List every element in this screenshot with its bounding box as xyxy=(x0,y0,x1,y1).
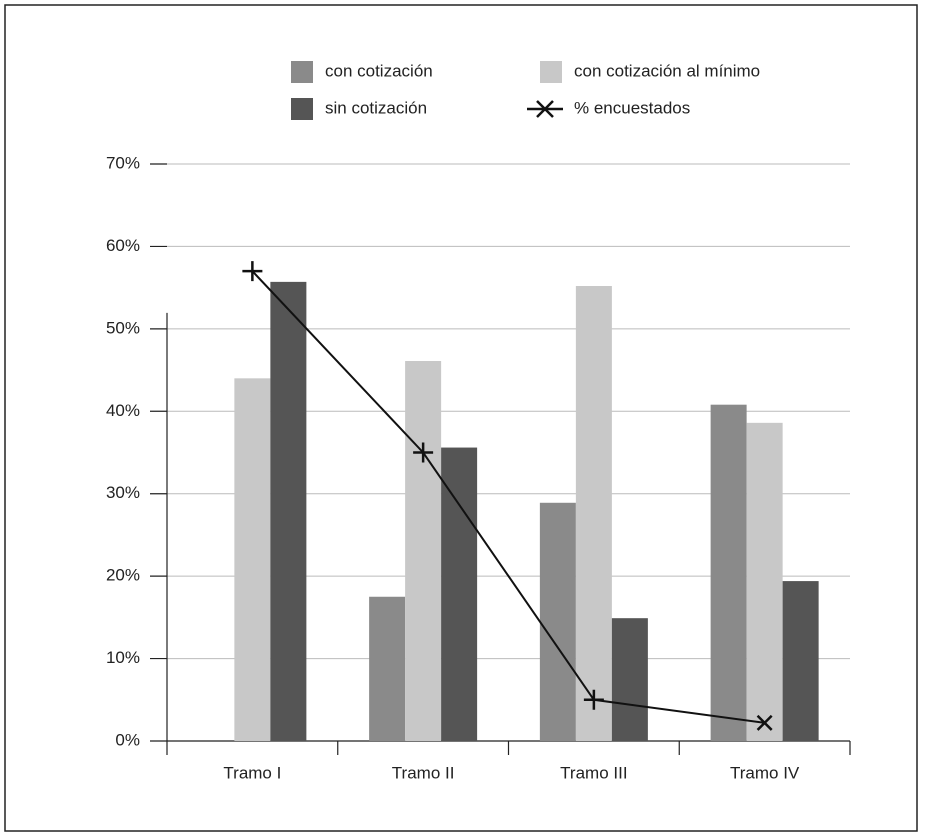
bar xyxy=(710,404,747,741)
bar xyxy=(539,502,576,741)
line xyxy=(251,270,765,724)
legend-swatch xyxy=(536,100,554,118)
bar xyxy=(746,422,783,741)
y-tick-label: 40% xyxy=(106,401,140,420)
legend-swatch xyxy=(540,61,562,83)
bar xyxy=(441,447,478,741)
bar xyxy=(270,281,307,741)
legend-swatch xyxy=(291,98,313,120)
frame xyxy=(4,4,918,832)
y-tick-label: 10% xyxy=(106,648,140,667)
y-tick-label: 0% xyxy=(115,730,140,749)
x-tick-label: Tramo III xyxy=(560,763,627,782)
line-marker xyxy=(583,689,604,710)
x-tick-label: Tramo IV xyxy=(730,763,800,782)
bar xyxy=(575,285,612,741)
legend-label: con cotización xyxy=(325,61,433,80)
y-tick-label: 60% xyxy=(106,236,140,255)
bar xyxy=(611,618,648,741)
y-tick-label: 70% xyxy=(106,153,140,172)
line-marker xyxy=(756,714,773,731)
legend-label: con cotización al mínimo xyxy=(574,61,760,80)
y-tick-label: 30% xyxy=(106,483,140,502)
bar xyxy=(782,581,819,741)
legend-label: % encuestados xyxy=(574,98,690,117)
line-marker xyxy=(242,261,263,282)
legend-label: sin cotización xyxy=(325,98,427,117)
legend-swatch xyxy=(291,61,313,83)
x-tick-label: Tramo II xyxy=(392,763,455,782)
x-tick-label: Tramo I xyxy=(223,763,281,782)
bar xyxy=(369,596,406,741)
bar xyxy=(234,378,271,741)
line-marker xyxy=(413,442,434,463)
y-tick-label: 50% xyxy=(106,318,140,337)
bar xyxy=(405,361,442,741)
y-tick-label: 20% xyxy=(106,566,140,585)
